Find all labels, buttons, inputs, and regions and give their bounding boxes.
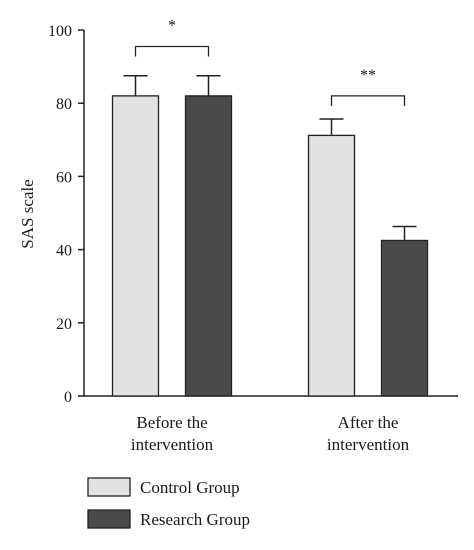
x-tick-label: Before the	[136, 413, 207, 432]
bar	[111, 95, 160, 397]
legend-label: Control Group	[140, 478, 240, 497]
y-axis: 0 20 40 60 80 100	[48, 23, 85, 406]
y-tick-label: 40	[56, 243, 72, 260]
x-tick-label: intervention	[131, 435, 214, 454]
legend-label: Research Group	[140, 510, 250, 529]
y-tick-label: 60	[56, 169, 72, 186]
significance-label: **	[360, 67, 376, 84]
y-axis-label: SAS scale	[18, 179, 37, 248]
y-tick-label: 20	[56, 316, 72, 333]
bar	[184, 95, 233, 397]
y-tick-label: 100	[48, 23, 72, 40]
legend: Control Group Research Group	[87, 477, 250, 529]
y-tick-label: 0	[64, 389, 72, 406]
x-tick-label: After the	[338, 413, 399, 432]
bar	[307, 134, 356, 397]
x-tick-label: intervention	[327, 435, 410, 454]
significance-bracket	[134, 45, 210, 57]
bars-layer	[111, 75, 429, 397]
significance-label: *	[168, 17, 176, 34]
bar	[380, 239, 429, 397]
x-axis: Before the intervention After the intervent…	[84, 395, 458, 454]
y-tick-label: 80	[56, 96, 72, 113]
annotations-layer: ***	[134, 17, 406, 106]
legend-swatch	[87, 477, 131, 497]
significance-bracket	[330, 95, 406, 106]
legend-swatch	[87, 509, 131, 529]
